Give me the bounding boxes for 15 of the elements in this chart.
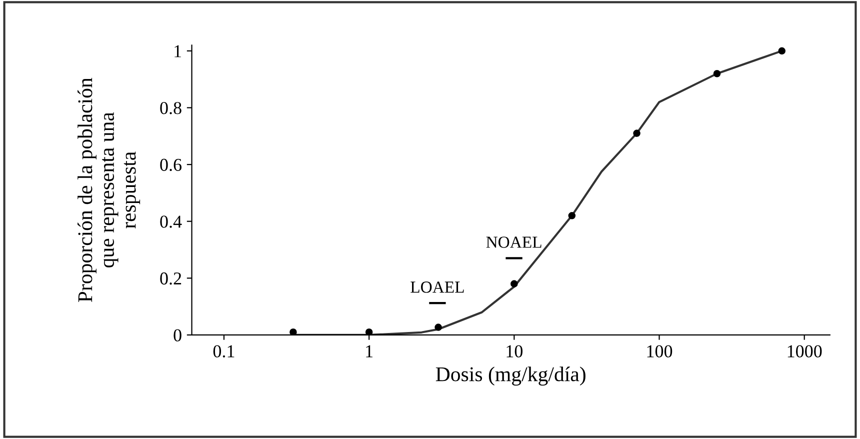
y-axis-title: Proporción de la población que representa una respuesta [78, 78, 140, 302]
annotation: LOAEL [410, 282, 464, 293]
x-tick-label: 1000 [788, 345, 822, 358]
annotation: NOAEL [486, 236, 542, 248]
x-tick-label: 100 [647, 345, 672, 358]
x-tick-label: 10 [506, 345, 522, 358]
y-tick-label: 1 [174, 45, 181, 58]
y-tick-label: 0.2 [160, 272, 182, 285]
y-tick-label: 0.4 [160, 216, 182, 228]
x-tick-label: 1 [366, 345, 372, 358]
x-tick-label: 0.1 [213, 345, 234, 358]
y-tick-label: 0.8 [160, 102, 182, 114]
y-tick-label: 0.6 [160, 158, 182, 172]
x-axis-title: Dosis (mg/kg/día) [436, 366, 586, 386]
y-tick-label: 0 [174, 329, 182, 342]
